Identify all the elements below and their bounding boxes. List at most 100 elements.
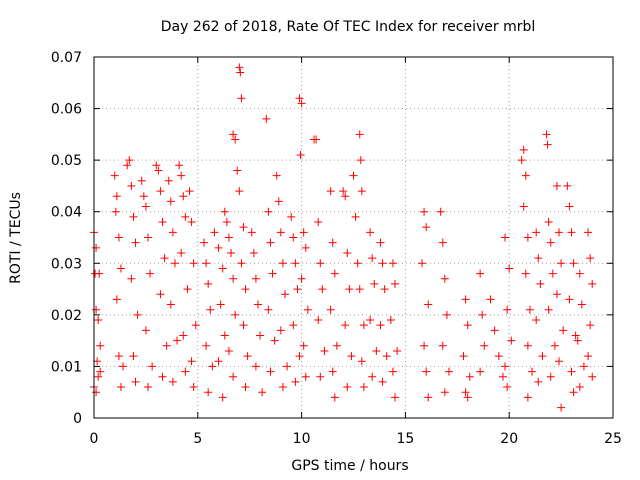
- data-point: [231, 310, 240, 319]
- data-point: [179, 192, 188, 201]
- x-tick-label: 25: [604, 431, 622, 447]
- data-point: [202, 341, 211, 350]
- data-point: [326, 187, 335, 196]
- data-point: [158, 372, 167, 381]
- data-point: [164, 176, 173, 185]
- data-point: [189, 383, 198, 392]
- data-point: [114, 233, 123, 242]
- y-tick-labels: 0 0.01 0.02 0.03 0.04 0.05 0.06 0.07: [51, 50, 82, 427]
- data-point: [168, 377, 177, 386]
- data-point: [579, 362, 588, 371]
- data-point: [214, 243, 223, 252]
- data-point: [218, 393, 227, 402]
- data-point: [291, 259, 300, 268]
- y-tick-label: 0.02: [51, 308, 82, 324]
- data-point: [521, 171, 530, 180]
- data-point: [565, 295, 574, 304]
- data-point: [584, 228, 593, 237]
- data-point: [517, 156, 526, 165]
- data-point: [243, 352, 252, 361]
- data-point: [546, 372, 555, 381]
- data-point: [523, 233, 532, 242]
- data-point: [368, 372, 377, 381]
- data-point: [208, 362, 217, 371]
- data-point: [129, 352, 138, 361]
- data-point: [388, 259, 397, 268]
- data-point: [173, 336, 182, 345]
- data-point: [544, 218, 553, 227]
- data-point: [314, 316, 323, 325]
- data-point: [114, 352, 123, 361]
- data-point: [256, 331, 265, 340]
- data-point: [270, 336, 279, 345]
- data-point: [241, 383, 250, 392]
- data-point: [189, 259, 198, 268]
- data-point: [156, 187, 165, 196]
- y-tick-label: 0.06: [51, 102, 82, 118]
- data-point: [366, 316, 375, 325]
- y-tick-label: 0.03: [51, 256, 82, 272]
- data-point: [129, 212, 138, 221]
- data-point: [503, 305, 512, 314]
- data-point: [463, 321, 472, 330]
- data-point: [299, 341, 308, 350]
- data-point: [297, 99, 306, 108]
- data-point: [295, 352, 304, 361]
- data-point: [131, 238, 140, 247]
- data-point: [251, 362, 260, 371]
- x-tick-label: 5: [193, 431, 202, 447]
- data-point: [525, 305, 534, 314]
- data-point: [528, 367, 537, 376]
- data-point: [112, 295, 121, 304]
- data-point: [332, 341, 341, 350]
- data-point: [264, 305, 273, 314]
- data-point: [202, 259, 211, 268]
- data-point: [239, 321, 248, 330]
- data-point: [266, 238, 275, 247]
- data-point: [490, 326, 499, 335]
- data-point: [231, 135, 240, 144]
- data-point: [569, 388, 578, 397]
- data-point: [339, 187, 348, 196]
- data-point: [563, 181, 572, 190]
- data-point: [291, 377, 300, 386]
- data-point: [386, 316, 395, 325]
- data-point: [131, 377, 140, 386]
- data-point: [222, 218, 231, 227]
- data-point: [355, 130, 364, 139]
- chart-title: Day 262 of 2018, Rate Of TEC Index for r…: [161, 19, 536, 35]
- data-point: [303, 305, 312, 314]
- data-point: [96, 367, 105, 376]
- data-point: [185, 187, 194, 196]
- data-point: [577, 300, 586, 309]
- data-point: [552, 181, 561, 190]
- data-point: [444, 367, 453, 376]
- data-point: [276, 326, 285, 335]
- data-point: [268, 269, 277, 278]
- data-point: [422, 367, 431, 376]
- x-tick-labels: 0 5 10 15 20 25: [90, 431, 622, 447]
- data-point: [532, 316, 541, 325]
- data-point: [501, 362, 510, 371]
- data-point: [312, 135, 321, 144]
- data-point: [299, 228, 308, 237]
- data-point: [112, 192, 121, 201]
- data-point: [559, 326, 568, 335]
- data-point: [573, 336, 582, 345]
- data-point: [480, 341, 489, 350]
- data-point: [229, 274, 238, 283]
- data-point: [229, 372, 238, 381]
- data-point: [92, 243, 101, 252]
- data-point: [116, 264, 125, 273]
- data-point: [170, 259, 179, 268]
- data-point: [393, 346, 402, 355]
- plot-frame: [93, 56, 614, 419]
- data-point: [476, 367, 485, 376]
- y-axis-label: ROTI / TECUs: [8, 192, 24, 284]
- data-point: [461, 295, 470, 304]
- data-point: [162, 341, 171, 350]
- data-point: [181, 367, 190, 376]
- data-point: [575, 383, 584, 392]
- data-point: [127, 274, 136, 283]
- data-point: [357, 357, 366, 366]
